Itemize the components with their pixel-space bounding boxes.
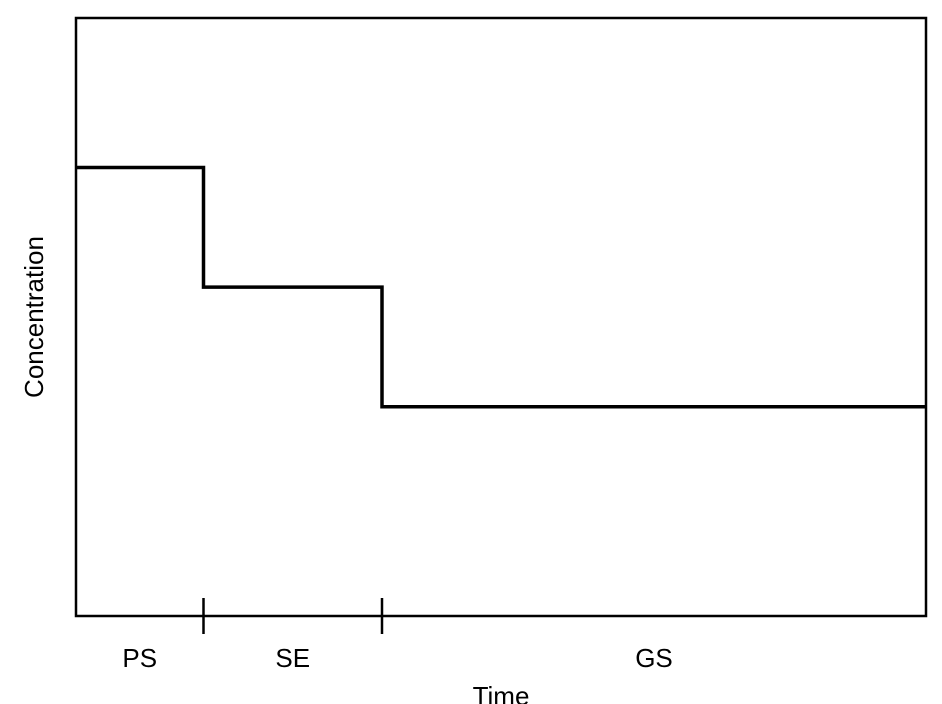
y-axis-label: Concentration [19,236,49,398]
step-chart: PS SE GS Time Concentration [0,0,942,704]
region-label-0: PS [122,643,157,673]
chart-container: PS SE GS Time Concentration [0,0,942,704]
chart-background [0,0,942,704]
region-label-2: GS [635,643,673,673]
x-axis-label: Time [473,681,530,704]
region-label-1: SE [275,643,310,673]
